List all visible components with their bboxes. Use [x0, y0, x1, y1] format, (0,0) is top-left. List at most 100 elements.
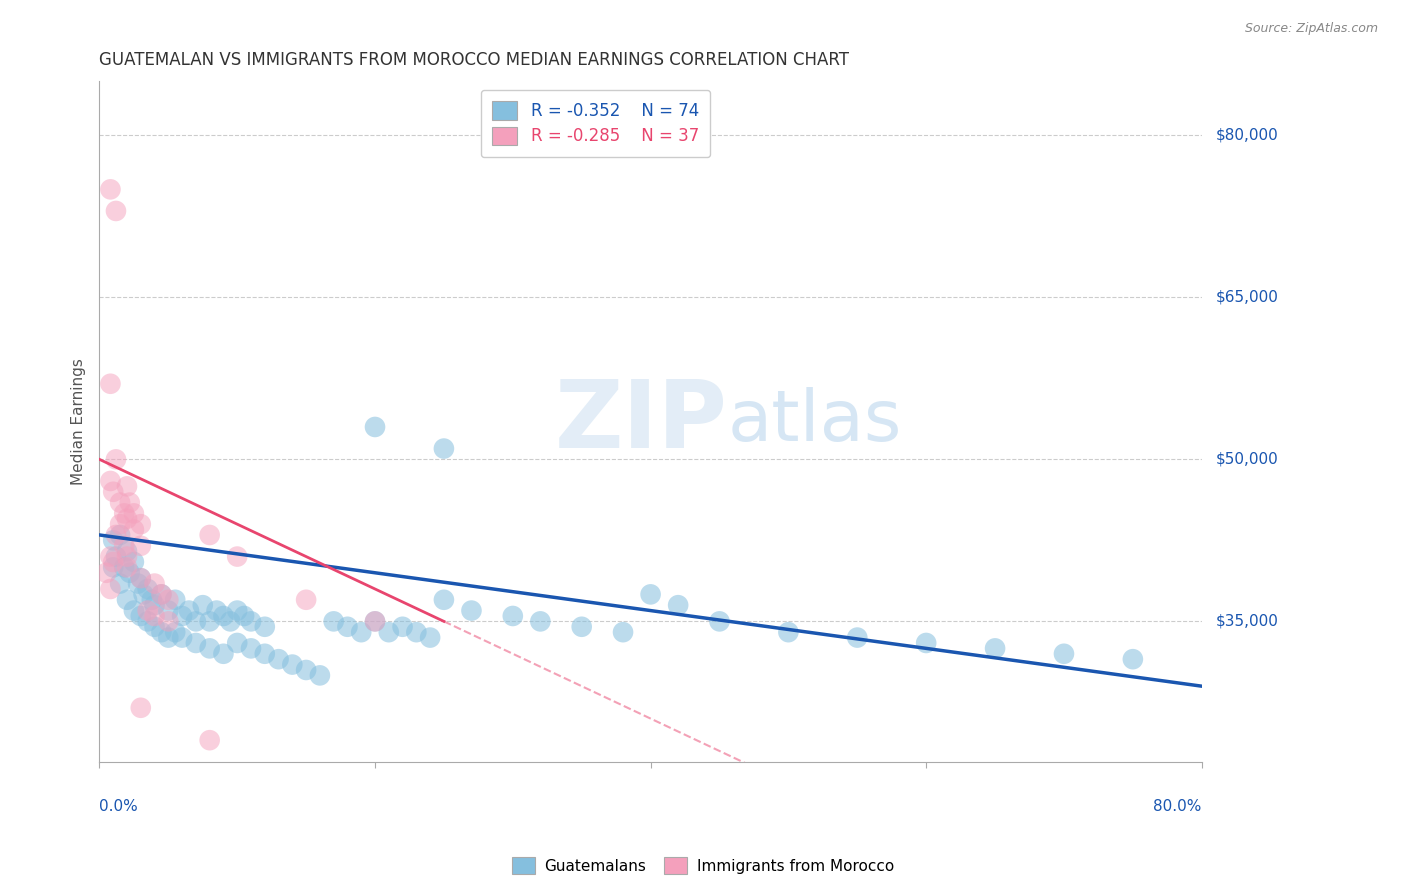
Point	[460, 604, 482, 618]
Point	[226, 636, 249, 650]
Point	[172, 631, 194, 645]
Point	[100, 182, 122, 196]
Point	[129, 539, 152, 553]
Point	[240, 641, 263, 656]
Point	[104, 549, 127, 564]
Point	[96, 566, 118, 580]
Text: GUATEMALAN VS IMMIGRANTS FROM MOROCCO MEDIAN EARNINGS CORRELATION CHART: GUATEMALAN VS IMMIGRANTS FROM MOROCCO ME…	[100, 51, 849, 69]
Point	[198, 615, 221, 629]
Point	[295, 663, 318, 677]
Point	[846, 631, 869, 645]
Point	[253, 647, 276, 661]
Point	[122, 523, 145, 537]
Point	[364, 420, 387, 434]
Text: 80.0%: 80.0%	[1153, 799, 1202, 814]
Text: ZIP: ZIP	[555, 376, 728, 467]
Point	[103, 555, 125, 569]
Legend: R = -0.352    N = 74, R = -0.285    N = 37: R = -0.352 N = 74, R = -0.285 N = 37	[481, 90, 710, 157]
Point	[129, 571, 152, 585]
Point	[108, 495, 131, 509]
Point	[336, 620, 359, 634]
Point	[1053, 647, 1076, 661]
Point	[419, 631, 441, 645]
Point	[143, 598, 166, 612]
Point	[226, 604, 249, 618]
Point	[108, 517, 131, 532]
Point	[1122, 652, 1144, 666]
Point	[150, 625, 173, 640]
Point	[112, 507, 135, 521]
Point	[350, 625, 373, 640]
Point	[100, 376, 122, 391]
Point	[157, 604, 180, 618]
Point	[136, 582, 159, 596]
Point	[502, 609, 524, 624]
Point	[127, 576, 149, 591]
Point	[212, 647, 235, 661]
Point	[184, 636, 207, 650]
Point	[141, 592, 163, 607]
Point	[205, 604, 228, 618]
Text: $35,000: $35,000	[1216, 614, 1278, 629]
Point	[129, 571, 152, 585]
Point	[118, 566, 141, 580]
Legend: Guatemalans, Immigrants from Morocco: Guatemalans, Immigrants from Morocco	[506, 851, 900, 880]
Point	[157, 615, 180, 629]
Point	[115, 479, 138, 493]
Point	[103, 533, 125, 548]
Point	[198, 733, 221, 747]
Point	[122, 507, 145, 521]
Text: $50,000: $50,000	[1216, 452, 1278, 467]
Point	[115, 560, 138, 574]
Point	[150, 587, 173, 601]
Point	[984, 641, 1007, 656]
Text: Source: ZipAtlas.com: Source: ZipAtlas.com	[1244, 22, 1378, 36]
Point	[640, 587, 662, 601]
Point	[136, 604, 159, 618]
Point	[240, 615, 263, 629]
Point	[115, 512, 138, 526]
Point	[118, 495, 141, 509]
Text: $80,000: $80,000	[1216, 128, 1278, 143]
Point	[143, 609, 166, 624]
Point	[108, 528, 131, 542]
Point	[165, 592, 187, 607]
Point	[191, 598, 214, 612]
Point	[778, 625, 800, 640]
Point	[405, 625, 427, 640]
Point	[115, 544, 138, 558]
Point	[322, 615, 344, 629]
Point	[132, 587, 155, 601]
Point	[198, 528, 221, 542]
Point	[172, 609, 194, 624]
Point	[129, 609, 152, 624]
Point	[915, 636, 938, 650]
Point	[129, 700, 152, 714]
Point	[115, 549, 138, 564]
Point	[709, 615, 731, 629]
Text: 0.0%: 0.0%	[100, 799, 138, 814]
Point	[112, 539, 135, 553]
Point	[198, 641, 221, 656]
Point	[309, 668, 332, 682]
Point	[433, 442, 456, 456]
Point	[157, 592, 180, 607]
Point	[157, 631, 180, 645]
Point	[177, 604, 200, 618]
Point	[112, 560, 135, 574]
Point	[104, 203, 127, 218]
Point	[219, 615, 242, 629]
Point	[233, 609, 256, 624]
Point	[253, 620, 276, 634]
Point	[391, 620, 413, 634]
Point	[103, 560, 125, 574]
Point	[100, 549, 122, 564]
Point	[103, 484, 125, 499]
Point	[184, 615, 207, 629]
Y-axis label: Median Earnings: Median Earnings	[72, 358, 86, 485]
Point	[281, 657, 304, 672]
Point	[529, 615, 551, 629]
Point	[666, 598, 689, 612]
Point	[226, 549, 249, 564]
Point	[143, 576, 166, 591]
